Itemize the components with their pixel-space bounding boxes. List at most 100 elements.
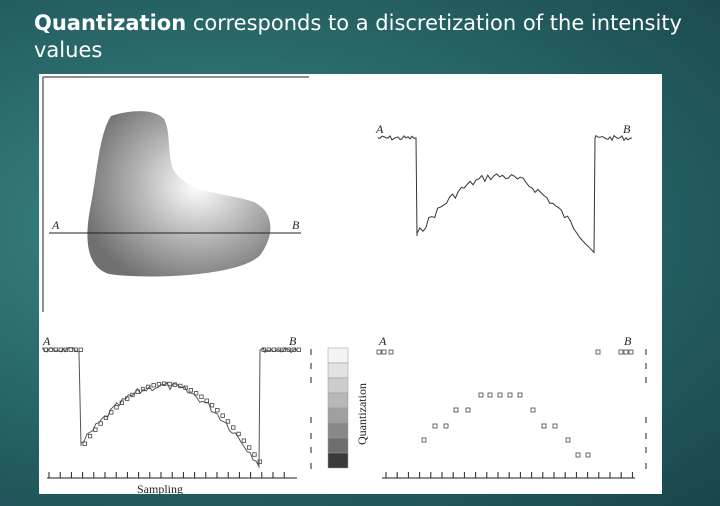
sample-marker: [125, 396, 130, 401]
sample-marker: [82, 441, 87, 446]
profile-label-b: B: [623, 122, 631, 136]
quantized-profile-panel: A B: [376, 334, 647, 479]
sample-marker: [58, 347, 63, 352]
sample-marker: [167, 381, 172, 387]
sample-marker: [178, 383, 183, 389]
quantized-marker: [552, 423, 558, 429]
quantized-marker: [453, 407, 459, 413]
sample-marker: [220, 413, 225, 418]
sample-marker: [146, 384, 151, 390]
sampling-ticks: [48, 472, 285, 478]
quantized-markers: [376, 349, 634, 458]
gray-level-swatch: [327, 437, 349, 454]
sample-marker: [209, 403, 215, 408]
sample-marker: [193, 391, 199, 396]
quantized-marker: [478, 392, 484, 398]
quantized-marker: [432, 423, 438, 429]
sample-marker: [246, 445, 252, 450]
quantized-marker: [565, 437, 571, 443]
gray-level-swatch: [327, 377, 349, 394]
sample-marker: [119, 400, 124, 405]
sample-marker: [257, 459, 262, 464]
sample-marker: [271, 347, 276, 352]
sample-marker: [215, 408, 220, 413]
sample-marker: [87, 433, 93, 439]
quantized-marker: [443, 423, 449, 429]
sample-marker: [241, 438, 247, 443]
sample-marker: [140, 386, 146, 392]
quantized-label-b: B: [624, 334, 632, 348]
gray-level-swatch: [327, 362, 349, 379]
quantized-marker: [465, 407, 471, 413]
sampled-label-b: B: [289, 334, 297, 348]
sample-marker: [103, 415, 109, 420]
profile-label-a: A: [375, 122, 384, 136]
gray-level-swatch: [327, 347, 349, 364]
continuous-profile-curve: [377, 134, 633, 254]
quantization-label: Quantization: [355, 383, 369, 445]
sample-marker: [291, 347, 296, 352]
sampled-profile-curve: [42, 346, 298, 469]
sample-marker: [151, 383, 156, 388]
sample-marker: [78, 347, 83, 352]
sample-marker: [261, 347, 266, 352]
sample-marker: [114, 405, 119, 410]
sample-marker: [296, 347, 301, 352]
sample-marker: [276, 347, 281, 352]
quantized-marker: [421, 437, 427, 443]
sample-marker: [286, 347, 291, 352]
sample-marker: [48, 347, 53, 352]
figure-svg: A B A B A B Sampling Quantization A B: [42, 76, 647, 494]
gray-scale-bar: [327, 347, 349, 469]
sample-marker: [53, 347, 58, 352]
scan-label-a: A: [51, 218, 60, 232]
quantized-label-a: A: [378, 334, 387, 348]
continuous-profile-panel: A B: [375, 122, 633, 254]
quantized-marker: [595, 349, 601, 355]
sample-marker: [130, 392, 135, 398]
gray-level-swatch: [327, 422, 349, 439]
sample-marker: [266, 347, 271, 352]
quantized-marker: [381, 349, 387, 355]
sampled-markers: [43, 347, 301, 464]
quantized-marker: [487, 392, 493, 398]
quantized-marker: [575, 452, 581, 458]
continuous-object: [87, 111, 271, 277]
quantized-marker: [376, 349, 382, 355]
sample-marker: [135, 389, 140, 394]
quantized-marker: [585, 452, 591, 458]
quantized-sampling-ticks: [385, 472, 633, 478]
quantized-marker: [507, 392, 513, 398]
sample-marker: [188, 388, 194, 393]
sample-marker: [98, 421, 103, 426]
gray-level-swatch: [327, 407, 349, 424]
sample-marker: [252, 452, 257, 457]
quantized-marker: [388, 349, 394, 355]
sample-marker: [172, 382, 178, 387]
sample-marker: [281, 347, 286, 352]
sample-marker: [68, 347, 73, 352]
sample-marker: [231, 425, 236, 430]
quantized-marker: [517, 392, 523, 398]
quantized-marker: [618, 349, 624, 355]
sampled-label-a: A: [42, 334, 51, 348]
scan-label-b: B: [292, 218, 300, 232]
quantized-marker: [628, 349, 634, 355]
sample-marker: [162, 381, 167, 386]
figure-panel: A B A B A B Sampling Quantization A B: [39, 74, 662, 494]
sample-marker: [156, 382, 162, 387]
quantized-marker: [623, 349, 629, 355]
quantized-marker: [541, 423, 547, 429]
sampled-profile-panel: A B Sampling: [42, 334, 312, 494]
slide-title: Quantization corresponds to a discretiza…: [34, 10, 694, 64]
sampling-label: Sampling: [137, 482, 183, 494]
gray-level-swatch: [327, 392, 349, 409]
sample-marker: [93, 427, 98, 432]
sample-marker: [43, 347, 48, 352]
sample-marker: [73, 347, 78, 352]
title-bold-word: Quantization: [34, 11, 187, 35]
sample-marker: [225, 419, 231, 424]
sample-marker: [236, 431, 241, 437]
sample-marker: [204, 398, 209, 403]
sample-marker: [199, 394, 204, 399]
